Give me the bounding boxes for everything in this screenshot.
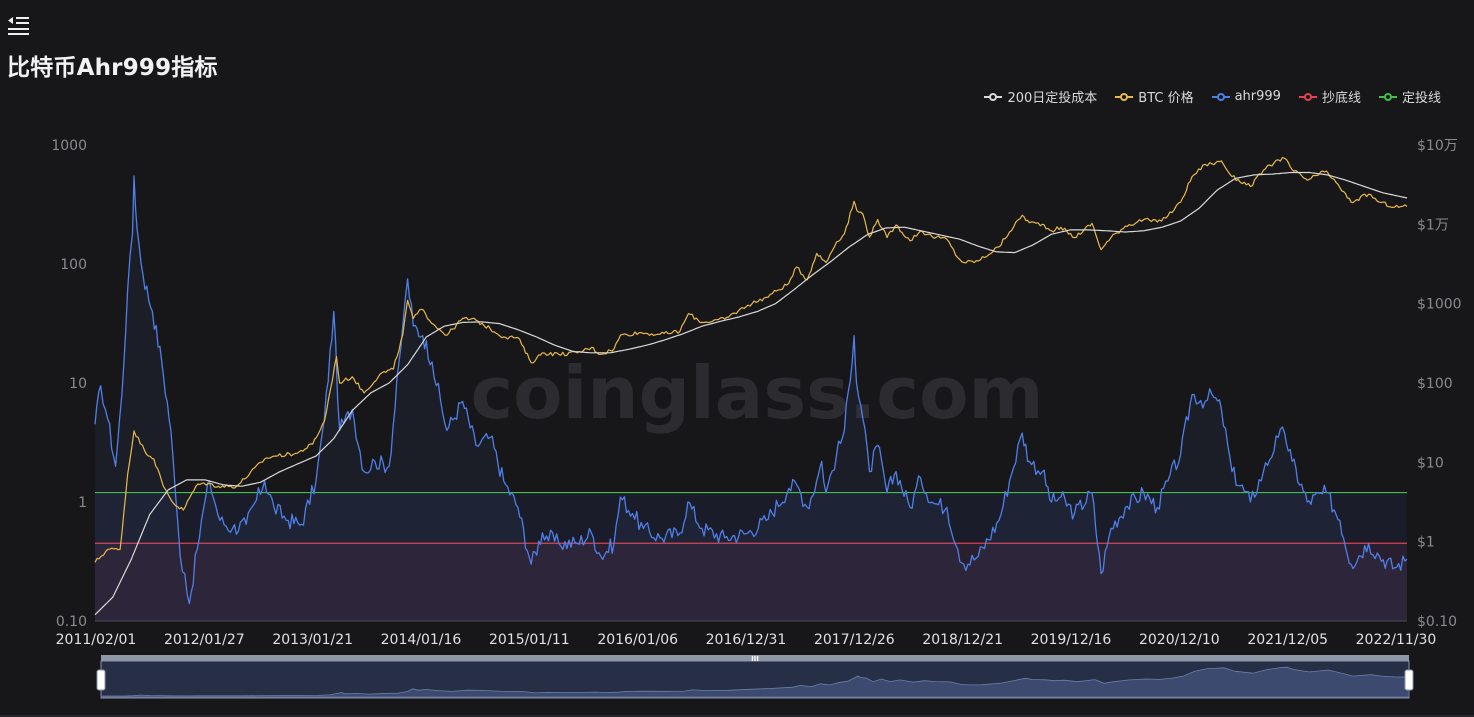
navigator-grip-icon[interactable]: III	[751, 655, 759, 663]
bottom-zone-band	[95, 543, 1407, 621]
navigator-scrollbar	[101, 655, 1409, 661]
y-left-tick-label: 1	[78, 495, 87, 511]
chart-legend: 200日定投成本 BTC 价格 ahr999 抄底线 定投线	[966, 87, 1441, 106]
legend-swatch-icon	[984, 91, 1003, 103]
page-title: 比特币Ahr999指标	[7, 55, 218, 81]
y-right-tick-label: $10万	[1417, 138, 1458, 154]
dca-cost-series-line	[94, 171, 1408, 616]
x-tick-label: 2022/11/30	[1356, 632, 1437, 648]
y-right-tick-label: $1000	[1417, 297, 1462, 313]
ahr999-area	[95, 175, 1407, 621]
x-tick-label: 2021/12/05	[1247, 632, 1328, 648]
y-right-tick-label: $10	[1417, 455, 1444, 471]
x-tick-label: 2017/12/26	[814, 632, 895, 648]
ahr999-series-line	[94, 175, 1408, 605]
navigator-left-handle[interactable]	[96, 669, 106, 691]
legend-item-dca[interactable]: 定投线	[1378, 87, 1441, 106]
watermark-text: coinglass.com	[470, 351, 1043, 435]
legend-swatch-icon	[1211, 91, 1230, 103]
legend-swatch-icon	[1298, 91, 1317, 103]
legend-item-ahr[interactable]: ahr999	[1211, 89, 1281, 104]
navigator-mini-series	[100, 666, 1410, 698]
y-right-tick-label: $1万	[1417, 217, 1449, 233]
y-right-tick-label: $0.10	[1417, 614, 1457, 630]
y-left-tick-label: 10	[69, 376, 87, 392]
legend-item-bottom[interactable]: 抄底线	[1298, 87, 1361, 106]
x-tick-label: 2014/01/16	[381, 632, 462, 648]
y-right-tick-label: $1	[1417, 535, 1435, 551]
x-tick-label: 2013/01/21	[272, 632, 353, 648]
legend-label: 定投线	[1401, 91, 1441, 106]
legend-label: ahr999	[1234, 89, 1281, 104]
x-tick-label: 2016/12/31	[706, 632, 787, 648]
btc-price-series-line	[94, 156, 1408, 563]
x-tick-label: 2012/01/27	[164, 632, 245, 648]
x-tick-label: 2011/02/01	[56, 632, 137, 648]
y-left-tick-label: 100	[60, 257, 87, 273]
y-right-tick-label: $100	[1417, 376, 1453, 392]
x-tick-label: 2016/01/06	[597, 632, 678, 648]
menu-collapse-icon[interactable]	[7, 14, 31, 36]
x-tick-label: 2018/12/21	[922, 632, 1003, 648]
legend-label: 抄底线	[1321, 91, 1361, 106]
legend-label: BTC 价格	[1138, 91, 1194, 106]
range-navigator: III	[96, 655, 1414, 699]
x-tick-label: 2015/01/11	[489, 632, 570, 648]
y-left-tick-label: 0.10	[56, 614, 87, 630]
legend-swatch-icon	[1378, 91, 1397, 103]
navigator-right-handle[interactable]	[1404, 669, 1414, 691]
legend-label: 200日定投成本	[1007, 91, 1098, 106]
dca-zone-band	[95, 492, 1407, 544]
y-left-tick-label: 1000	[51, 138, 87, 154]
legend-item-cost[interactable]: 200日定投成本	[984, 87, 1097, 106]
legend-swatch-icon	[1115, 91, 1134, 103]
bottom-divider	[0, 715, 1474, 717]
x-tick-label: 2019/12/16	[1031, 632, 1112, 648]
legend-item-price[interactable]: BTC 价格	[1115, 87, 1194, 106]
x-tick-label: 2020/12/10	[1139, 632, 1220, 648]
